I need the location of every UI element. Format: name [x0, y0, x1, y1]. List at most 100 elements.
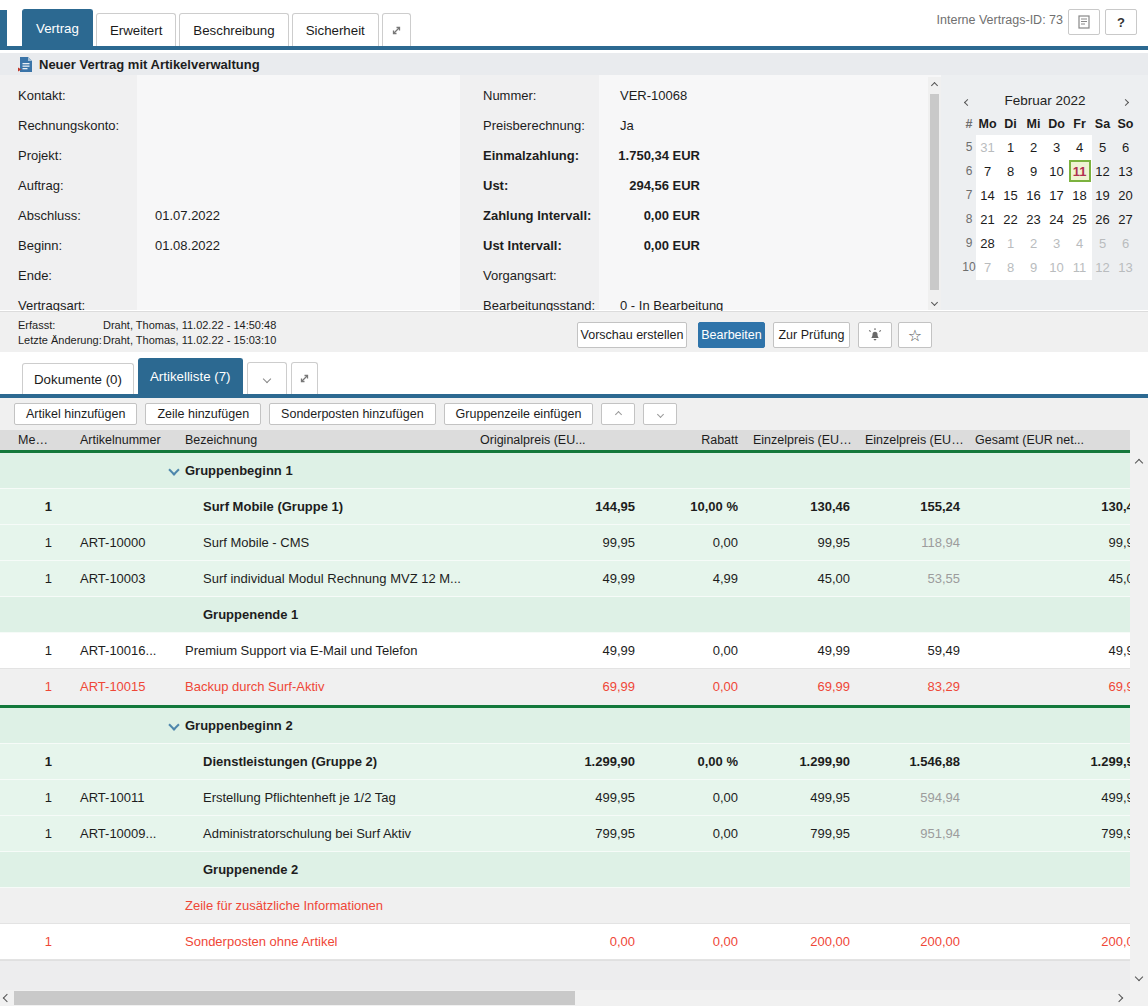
- calendar-day[interactable]: 18: [1068, 183, 1091, 207]
- calendar-day[interactable]: 9: [1022, 255, 1045, 279]
- review-button[interactable]: Zur Prüfung: [773, 322, 850, 348]
- column-header[interactable]: Menge: [0, 430, 62, 450]
- calendar-day[interactable]: 19: [1091, 183, 1114, 207]
- table-row[interactable]: Gruppenende 2: [0, 852, 1130, 888]
- expand-tab-button[interactable]: [382, 13, 411, 46]
- notes-button[interactable]: [1068, 9, 1100, 35]
- reminder-button[interactable]: [858, 322, 892, 348]
- calendar-day[interactable]: 11: [1068, 159, 1091, 183]
- tab-beschreibung[interactable]: Beschreibung: [179, 13, 288, 46]
- help-button[interactable]: ?: [1105, 9, 1137, 35]
- calendar-day[interactable]: 1: [999, 135, 1022, 159]
- calendar-day[interactable]: 13: [1114, 255, 1137, 279]
- table-row[interactable]: Gruppenbeginn 2: [0, 708, 1130, 744]
- table-row[interactable]: 1ART-10000Surf Mobile - CMS99,950,0099,9…: [0, 525, 1130, 561]
- favorite-button[interactable]: ☆: [898, 322, 932, 348]
- calendar-day[interactable]: 14: [976, 183, 999, 207]
- expand-list-tab-button[interactable]: [291, 362, 318, 394]
- column-header[interactable]: Artikelnummer: [62, 430, 168, 450]
- toolbar-button-2[interactable]: Zeile hinzufügen: [145, 403, 261, 425]
- table-row[interactable]: 1ART-10011Erstellung Pflichtenheft je 1/…: [0, 780, 1130, 816]
- column-header[interactable]: Bezeichnung: [168, 430, 472, 450]
- calendar-day[interactable]: 8: [999, 159, 1022, 183]
- calendar-day[interactable]: 7: [976, 255, 999, 279]
- tab-sicherheit[interactable]: Sicherheit: [292, 13, 379, 46]
- calendar-day[interactable]: 16: [1022, 183, 1045, 207]
- calendar-day[interactable]: 28: [976, 231, 999, 255]
- table-row[interactable]: 1Sonderposten ohne Artikel0,000,00200,00…: [0, 924, 1130, 960]
- calendar-day[interactable]: 5: [1091, 135, 1114, 159]
- collapse-chevron-icon[interactable]: [168, 719, 179, 730]
- column-header[interactable]: Einzelpreis (EUR ...: [857, 430, 967, 450]
- calendar-day[interactable]: 23: [1022, 207, 1045, 231]
- tab-vertrag[interactable]: Vertrag: [22, 9, 93, 46]
- field-value[interactable]: 01.07.2022: [137, 208, 460, 223]
- table-vertical-scrollbar[interactable]: [1130, 430, 1148, 990]
- tab-erweitert[interactable]: Erweitert: [96, 13, 176, 46]
- table-row[interactable]: Gruppenende 1: [0, 597, 1130, 633]
- field-value[interactable]: 1.750,34 EUR: [599, 148, 928, 163]
- table-row[interactable]: 1ART-10015Backup durch Surf-Aktiv69,990,…: [0, 669, 1130, 705]
- tab-dropdown-button[interactable]: [247, 362, 287, 394]
- column-header[interactable]: Einzelpreis (EUR ...: [745, 430, 857, 450]
- calendar-day[interactable]: 20: [1114, 183, 1137, 207]
- table-row[interactable]: 1Dienstleistungen (Gruppe 2)1.299,900,00…: [0, 744, 1130, 780]
- calendar-day[interactable]: 4: [1068, 135, 1091, 159]
- column-header[interactable]: Gesamt (EUR net...: [967, 430, 1130, 450]
- field-value[interactable]: 0,00 EUR: [599, 238, 928, 253]
- move-down-button[interactable]: [643, 403, 677, 425]
- calendar-day[interactable]: 3: [1045, 135, 1068, 159]
- calendar-day[interactable]: 12: [1091, 255, 1114, 279]
- calendar-day[interactable]: 6: [1114, 231, 1137, 255]
- calendar-day[interactable]: 1: [999, 231, 1022, 255]
- toolbar-button-3[interactable]: Sonderposten hinzufügen: [269, 403, 435, 425]
- field-value[interactable]: 0,00 EUR: [599, 208, 928, 223]
- table-row[interactable]: 1ART-10016...Premium Support via E-Mail …: [0, 633, 1130, 669]
- calendar-day[interactable]: 6: [1114, 135, 1137, 159]
- calendar-day[interactable]: 26: [1091, 207, 1114, 231]
- scroll-right-arrow[interactable]: [1112, 990, 1126, 1006]
- calendar-day[interactable]: 27: [1114, 207, 1137, 231]
- calendar-day[interactable]: 12: [1091, 159, 1114, 183]
- toolbar-button-1[interactable]: Artikel hinzufügen: [14, 403, 137, 425]
- calendar-day[interactable]: 13: [1114, 159, 1137, 183]
- calendar-day[interactable]: 8: [999, 255, 1022, 279]
- table-row[interactable]: 1Surf Mobile (Gruppe 1)144,9510,00 %130,…: [0, 489, 1130, 525]
- form-scrollbar[interactable]: [928, 77, 941, 310]
- column-header[interactable]: Rabatt: [642, 430, 745, 450]
- calendar-day[interactable]: 2: [1022, 231, 1045, 255]
- calendar-day[interactable]: 10: [1045, 159, 1068, 183]
- toolbar-button-4[interactable]: Gruppenzeile einfügen: [444, 403, 594, 425]
- table-row[interactable]: Gruppenbeginn 1: [0, 453, 1130, 489]
- table-horizontal-scrollbar[interactable]: [0, 990, 1148, 1006]
- calendar-day[interactable]: 5: [1091, 231, 1114, 255]
- field-value[interactable]: Ja: [599, 118, 928, 133]
- calendar-day[interactable]: 2: [1022, 135, 1045, 159]
- calendar-day[interactable]: 25: [1068, 207, 1091, 231]
- field-value[interactable]: VER-10068: [599, 88, 928, 103]
- calendar-day[interactable]: 10: [1045, 255, 1068, 279]
- scroll-down-arrow[interactable]: [1130, 970, 1148, 984]
- calendar-day[interactable]: 21: [976, 207, 999, 231]
- scrollbar-thumb[interactable]: [14, 991, 575, 1005]
- table-row[interactable]: Zeile für zusätzliche Informationen: [0, 888, 1130, 924]
- calendar-day[interactable]: 7: [976, 159, 999, 183]
- collapse-chevron-icon[interactable]: [168, 464, 179, 475]
- calendar-day[interactable]: 24: [1045, 207, 1068, 231]
- calendar-day[interactable]: 15: [999, 183, 1022, 207]
- calendar-day[interactable]: 31: [976, 135, 999, 159]
- calendar-day[interactable]: 11: [1068, 255, 1091, 279]
- scroll-up-arrow[interactable]: [1130, 456, 1148, 470]
- table-row[interactable]: 1ART-10003Surf individual Modul Rechnung…: [0, 561, 1130, 597]
- scroll-down-arrow[interactable]: [928, 296, 941, 308]
- table-row[interactable]: 1ART-10009...Administratorschulung bei S…: [0, 816, 1130, 852]
- calendar-day[interactable]: 3: [1045, 231, 1068, 255]
- preview-button[interactable]: Vorschau erstellen: [577, 322, 687, 348]
- tab-dokumente[interactable]: Dokumente (0): [22, 363, 134, 394]
- calendar-day[interactable]: 22: [999, 207, 1022, 231]
- tab-artikelliste[interactable]: Artikelliste (7): [138, 358, 243, 394]
- calendar-day[interactable]: 9: [1022, 159, 1045, 183]
- edit-button[interactable]: Bearbeiten: [698, 322, 765, 348]
- calendar-next-button[interactable]: [1118, 95, 1132, 109]
- field-value[interactable]: 01.08.2022: [137, 238, 460, 253]
